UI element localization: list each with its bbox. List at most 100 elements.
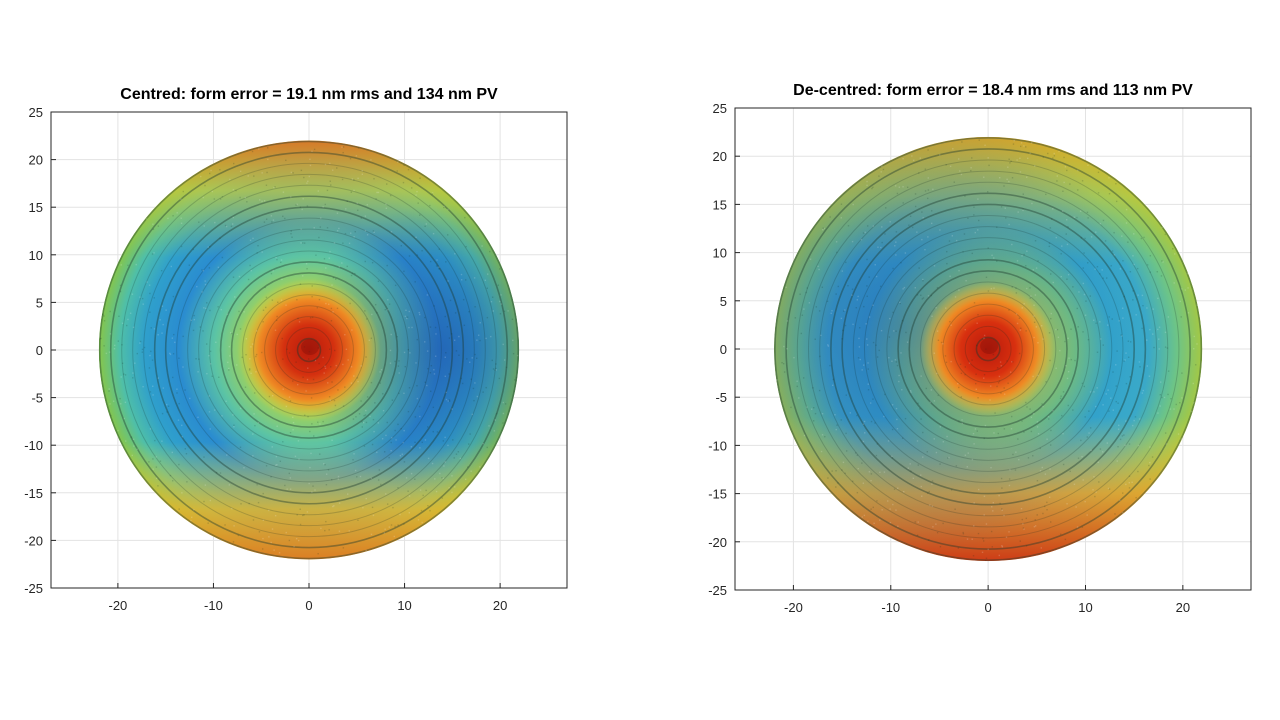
- right-speckle: [1158, 338, 1160, 340]
- left-speckle: [282, 215, 284, 218]
- right-speckle: [944, 355, 947, 357]
- left-speckle: [282, 441, 284, 443]
- left-speckle: [479, 339, 481, 342]
- left-speckle: [426, 384, 428, 387]
- right-speckle: [1149, 255, 1152, 257]
- right-speckle: [930, 389, 933, 391]
- right-speckle: [1033, 321, 1036, 324]
- right-speckle: [889, 508, 891, 510]
- left-speckle: [397, 423, 399, 426]
- right-speckle: [900, 352, 902, 354]
- right-speckle: [993, 257, 995, 259]
- right-speckle: [1072, 286, 1074, 288]
- right-speckle: [1034, 294, 1037, 296]
- right-speckle: [1140, 237, 1143, 240]
- right-speckle: [998, 380, 1001, 382]
- left-speckle: [182, 335, 184, 338]
- left-center-tool-mark: [301, 339, 319, 355]
- left-speckle: [309, 466, 311, 469]
- left-speckle: [108, 388, 110, 390]
- right-speckle: [946, 250, 948, 253]
- left-speckle: [248, 369, 251, 371]
- right-speckle: [905, 331, 907, 334]
- left-speckle: [479, 466, 481, 468]
- left-speckle: [490, 335, 492, 338]
- left-speckle: [334, 278, 337, 280]
- right-speckle: [1166, 347, 1169, 349]
- left-speckle: [422, 494, 424, 497]
- right-speckle: [1076, 307, 1078, 310]
- left-speckle: [149, 391, 152, 393]
- right-speckle: [961, 141, 963, 143]
- right-speckle: [907, 467, 909, 469]
- right-speckle: [841, 338, 843, 340]
- left-speckle: [454, 312, 457, 314]
- left-speckle: [145, 218, 148, 220]
- left-speckle: [103, 320, 106, 322]
- right-speckle: [1070, 358, 1072, 361]
- right-speckle: [847, 284, 849, 287]
- right-speckle: [964, 454, 967, 456]
- right-speckle: [1159, 394, 1162, 396]
- left-speckle: [284, 484, 286, 487]
- left-speckle: [102, 313, 104, 316]
- left-speckle: [433, 369, 435, 371]
- left-speckle: [324, 367, 327, 370]
- left-speckle: [382, 393, 384, 395]
- right-speckle: [1009, 371, 1012, 373]
- right-speckle: [1115, 385, 1117, 387]
- left-speckle: [214, 221, 216, 224]
- right-speckle: [832, 384, 834, 387]
- left-speckle: [430, 364, 433, 367]
- right-speckle: [1087, 262, 1089, 264]
- right-speckle: [1084, 237, 1086, 240]
- left-speckle: [397, 365, 400, 367]
- left-speckle: [426, 426, 429, 428]
- left-speckle: [491, 359, 493, 362]
- left-speckle: [467, 466, 469, 468]
- right-speckle: [821, 286, 824, 288]
- left-speckle: [502, 422, 504, 424]
- right-speckle: [1165, 443, 1168, 445]
- right-speckle: [1137, 444, 1140, 447]
- left-speckle: [361, 173, 364, 175]
- right-speckle: [919, 157, 921, 159]
- right-speckle: [973, 525, 975, 527]
- left-speckle: [306, 182, 308, 184]
- left-speckle: [455, 350, 458, 352]
- right-speckle: [921, 238, 923, 241]
- right-speckle: [933, 400, 936, 402]
- left-speckle: [233, 426, 235, 428]
- right-speckle: [882, 168, 885, 171]
- left-speckle: [99, 338, 101, 340]
- left-speckle: [327, 382, 329, 384]
- right-speckle: [1096, 351, 1099, 353]
- left-speckle: [296, 299, 298, 301]
- left-speckle: [344, 333, 346, 336]
- right-speckle: [987, 190, 989, 193]
- right-speckle: [1137, 470, 1139, 473]
- right-speckle: [967, 452, 969, 454]
- left-speckle: [348, 242, 351, 245]
- right-speckle: [1049, 444, 1052, 446]
- right-speckle: [889, 317, 891, 320]
- left-speckle: [322, 420, 324, 423]
- right-machining-ring: [908, 270, 1068, 428]
- left-speckle: [482, 391, 484, 393]
- right-speckle: [1023, 528, 1025, 530]
- left-speckle: [239, 170, 242, 173]
- left-speckle: [310, 452, 312, 455]
- right-speckle: [820, 450, 823, 453]
- left-speckle: [394, 284, 397, 287]
- right-speckle: [1101, 269, 1103, 271]
- left-speckle: [298, 458, 300, 460]
- left-speckle: [136, 352, 139, 355]
- right-speckle: [1032, 455, 1034, 457]
- right-surface-map: [773, 136, 1203, 562]
- left-speckle: [418, 313, 421, 316]
- right-speckle: [840, 317, 843, 320]
- right-y-tick-label: -20: [708, 535, 727, 550]
- right-speckle: [1081, 526, 1084, 528]
- right-speckle: [1062, 432, 1064, 435]
- right-speckle: [906, 341, 909, 343]
